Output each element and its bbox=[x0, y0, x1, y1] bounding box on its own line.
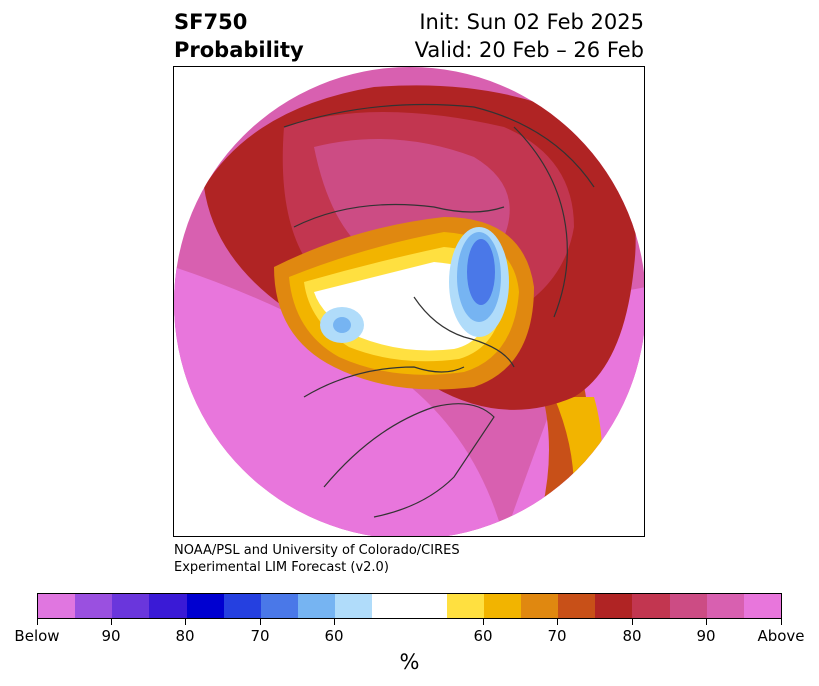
probability-map-graphic bbox=[174, 67, 644, 536]
colorbar-tick-label: 70 bbox=[547, 627, 567, 645]
credit-line-2: Experimental LIM Forecast (v2.0) bbox=[174, 560, 389, 575]
colorbar-segment bbox=[298, 594, 336, 618]
map-title: SF750 Probability bbox=[174, 8, 304, 64]
colorbar-tick-label: 60 bbox=[324, 627, 344, 645]
valid-period: Valid: 20 Feb – 26 Feb bbox=[414, 38, 644, 62]
colorbar-segment bbox=[149, 594, 187, 618]
colorbar-segment bbox=[483, 594, 522, 618]
colorbar-tick-label: 60 bbox=[473, 627, 493, 645]
forecast-dates: Init: Sun 02 Feb 2025 Valid: 20 Feb – 26… bbox=[415, 8, 644, 64]
shade-above-upper-west bbox=[174, 267, 504, 536]
colorbar-tick bbox=[36, 619, 38, 625]
colorbar-tick bbox=[482, 619, 484, 625]
colorbar-tick bbox=[556, 619, 558, 625]
colorbar-tick-label: 90 bbox=[696, 627, 716, 645]
shade-below-80-arctic bbox=[467, 239, 495, 305]
colorbar-segment bbox=[521, 594, 559, 618]
polar-map bbox=[173, 66, 645, 537]
colorbar-segment bbox=[632, 594, 670, 618]
colorbar-tick bbox=[184, 619, 186, 625]
colorbar-segment bbox=[112, 594, 150, 618]
colorbar-tick-label: Above bbox=[757, 627, 805, 645]
colorbar-tick bbox=[705, 619, 707, 625]
coastlines bbox=[283, 103, 595, 518]
colorbar-segment bbox=[558, 594, 596, 618]
colorbar-segment bbox=[743, 594, 782, 618]
shade-below-70-west bbox=[333, 317, 351, 333]
colorbar-tick-label: 90 bbox=[101, 627, 121, 645]
colorbar-segment bbox=[260, 594, 299, 618]
credit-text: NOAA/PSL and University of Colorado/CIRE… bbox=[174, 542, 460, 576]
colorbar-tick-label: Below bbox=[14, 627, 60, 645]
colorbar-segment bbox=[186, 594, 224, 618]
colorbar-tick bbox=[333, 619, 335, 625]
init-date: Init: Sun 02 Feb 2025 bbox=[419, 10, 644, 34]
colorbar-segment bbox=[446, 594, 484, 618]
colorbar-tick bbox=[259, 619, 261, 625]
colorbar-segment bbox=[38, 594, 76, 618]
product-label: Probability bbox=[174, 38, 304, 62]
variable-label: SF750 bbox=[174, 10, 248, 34]
colorbar-segment bbox=[669, 594, 707, 618]
colorbar-tick bbox=[780, 619, 782, 625]
colorbar bbox=[37, 593, 782, 619]
colorbar-segment bbox=[335, 594, 373, 618]
colorbar-segment bbox=[595, 594, 633, 618]
colorbar-tick bbox=[631, 619, 633, 625]
colorbar-segment bbox=[372, 594, 447, 618]
colorbar-segment bbox=[75, 594, 113, 618]
colorbar-unit: % bbox=[399, 650, 420, 674]
colorbar-segment bbox=[223, 594, 261, 618]
colorbar-tick-label: 70 bbox=[250, 627, 270, 645]
colorbar-tick-label: 80 bbox=[175, 627, 195, 645]
colorbar-segment bbox=[706, 594, 744, 618]
colorbar-tick bbox=[110, 619, 112, 625]
colorbar-tick-label: 80 bbox=[622, 627, 642, 645]
credit-line-1: NOAA/PSL and University of Colorado/CIRE… bbox=[174, 543, 460, 558]
